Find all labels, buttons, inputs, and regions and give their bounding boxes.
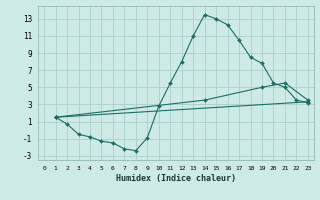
X-axis label: Humidex (Indice chaleur): Humidex (Indice chaleur) bbox=[116, 174, 236, 183]
